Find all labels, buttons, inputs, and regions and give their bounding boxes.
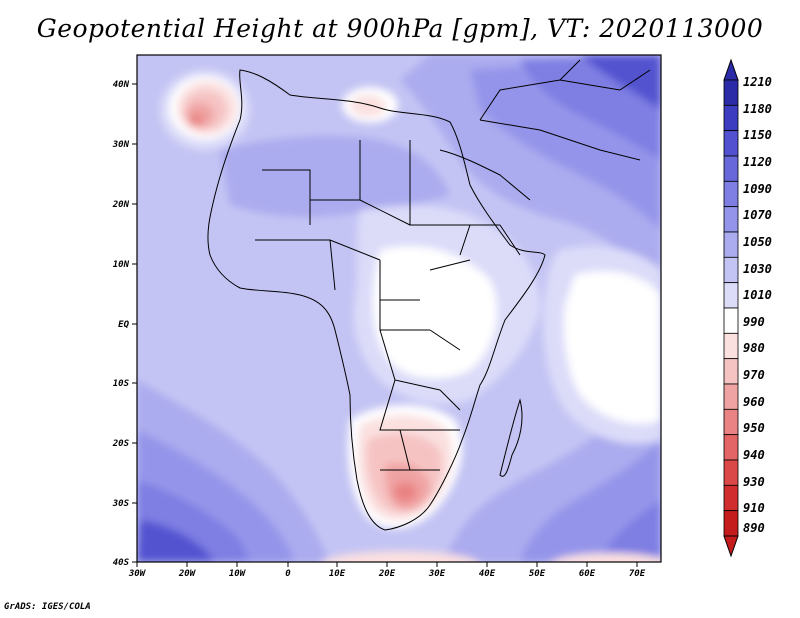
colorbar-label: 1150 — [743, 128, 772, 142]
colorbar-label: 930 — [743, 475, 765, 489]
lat-tick-label: 10S — [113, 379, 130, 389]
colorbar-label: 1030 — [743, 262, 772, 276]
colorbar-swatch — [723, 79, 739, 106]
colorbar-label: 910 — [743, 501, 765, 515]
lon-tick-label: 30W — [128, 569, 147, 579]
colorbar-swatch — [723, 180, 739, 208]
colorbar-label: 1070 — [743, 208, 772, 222]
colorbar-label: 990 — [743, 315, 765, 329]
colorbar-bottom-arrow — [723, 535, 739, 558]
lon-tick-label: 50E — [529, 569, 546, 579]
colorbar-label: 970 — [743, 368, 765, 382]
colorbar-label: 980 — [743, 341, 765, 355]
colorbar-label: 1180 — [743, 102, 772, 116]
lat-tick-label: 20S — [112, 439, 130, 449]
lon-tick-label: 0 — [285, 569, 291, 579]
colorbar-top-arrow — [723, 58, 739, 81]
colorbar-label: 940 — [743, 448, 765, 462]
colorbar-swatch — [723, 155, 739, 182]
colorbar-swatch — [723, 307, 739, 334]
colorbar-swatch — [723, 459, 739, 486]
colorbar-label: 1010 — [743, 288, 772, 302]
longitude-ticks: 30W 20W 10W 0 10E 20E 30E 40E 50E 60E 70E — [128, 562, 646, 579]
colorbar-swatch — [723, 484, 739, 512]
colorbar-swatch — [723, 130, 739, 157]
lat-tick-label: 40S — [113, 558, 130, 568]
colorbar-swatch — [723, 206, 739, 233]
grads-credit: GrADS: IGES/COLA — [4, 602, 91, 612]
colorbar-swatch — [723, 408, 739, 436]
colorbar-label: 1090 — [743, 182, 772, 196]
map-frame — [136, 54, 662, 563]
colorbar-label: 1050 — [743, 235, 772, 249]
map-title: Geopotential Height at 900hPa [gpm], VT:… — [36, 14, 764, 43]
colorbar-swatch — [723, 231, 739, 258]
colorbar-swatch — [723, 282, 739, 309]
colorbar-label: 1210 — [743, 75, 772, 89]
colorbar-swatch — [723, 434, 739, 461]
coastlines — [207, 59, 651, 531]
colorbar-swatch — [723, 104, 739, 132]
lat-tick-label: 30N — [112, 140, 130, 150]
lon-tick-label: 20W — [178, 569, 197, 579]
lat-tick-label: 20N — [112, 200, 130, 210]
lon-tick-label: 20E — [378, 569, 396, 579]
lat-tick-label: 30S — [112, 499, 130, 509]
colorbar-swatch — [723, 332, 739, 360]
lat-tick-label: 40N — [113, 80, 130, 90]
colorbar-label: 950 — [743, 421, 765, 435]
colorbar-label: 1120 — [743, 155, 772, 169]
lon-tick-label: 40E — [479, 569, 496, 579]
lat-tick-label: EQ — [118, 320, 129, 330]
colorbar: 1210 1180 1150 1120 1090 1070 1050 1030 1010 990 9… — [723, 58, 772, 558]
lat-tick-label: 10N — [113, 260, 130, 270]
colorbar-swatch — [723, 510, 739, 537]
colorbar-label: 890 — [743, 521, 765, 535]
contour-fill — [137, 55, 661, 562]
lon-tick-label: 10W — [229, 569, 247, 579]
lon-tick-label: 10E — [329, 569, 346, 579]
lon-tick-label: 70E — [629, 569, 646, 579]
colorbar-swatch — [723, 358, 739, 385]
colorbar-swatch — [723, 256, 739, 284]
lon-tick-label: 30E — [428, 569, 446, 579]
colorbar-swatch — [723, 383, 739, 410]
latitude-ticks: 40N 30N 20N 10N EQ 10S 20S 30S 40S — [112, 80, 137, 568]
lon-tick-label: 60E — [579, 569, 596, 579]
colorbar-label: 960 — [743, 395, 765, 409]
